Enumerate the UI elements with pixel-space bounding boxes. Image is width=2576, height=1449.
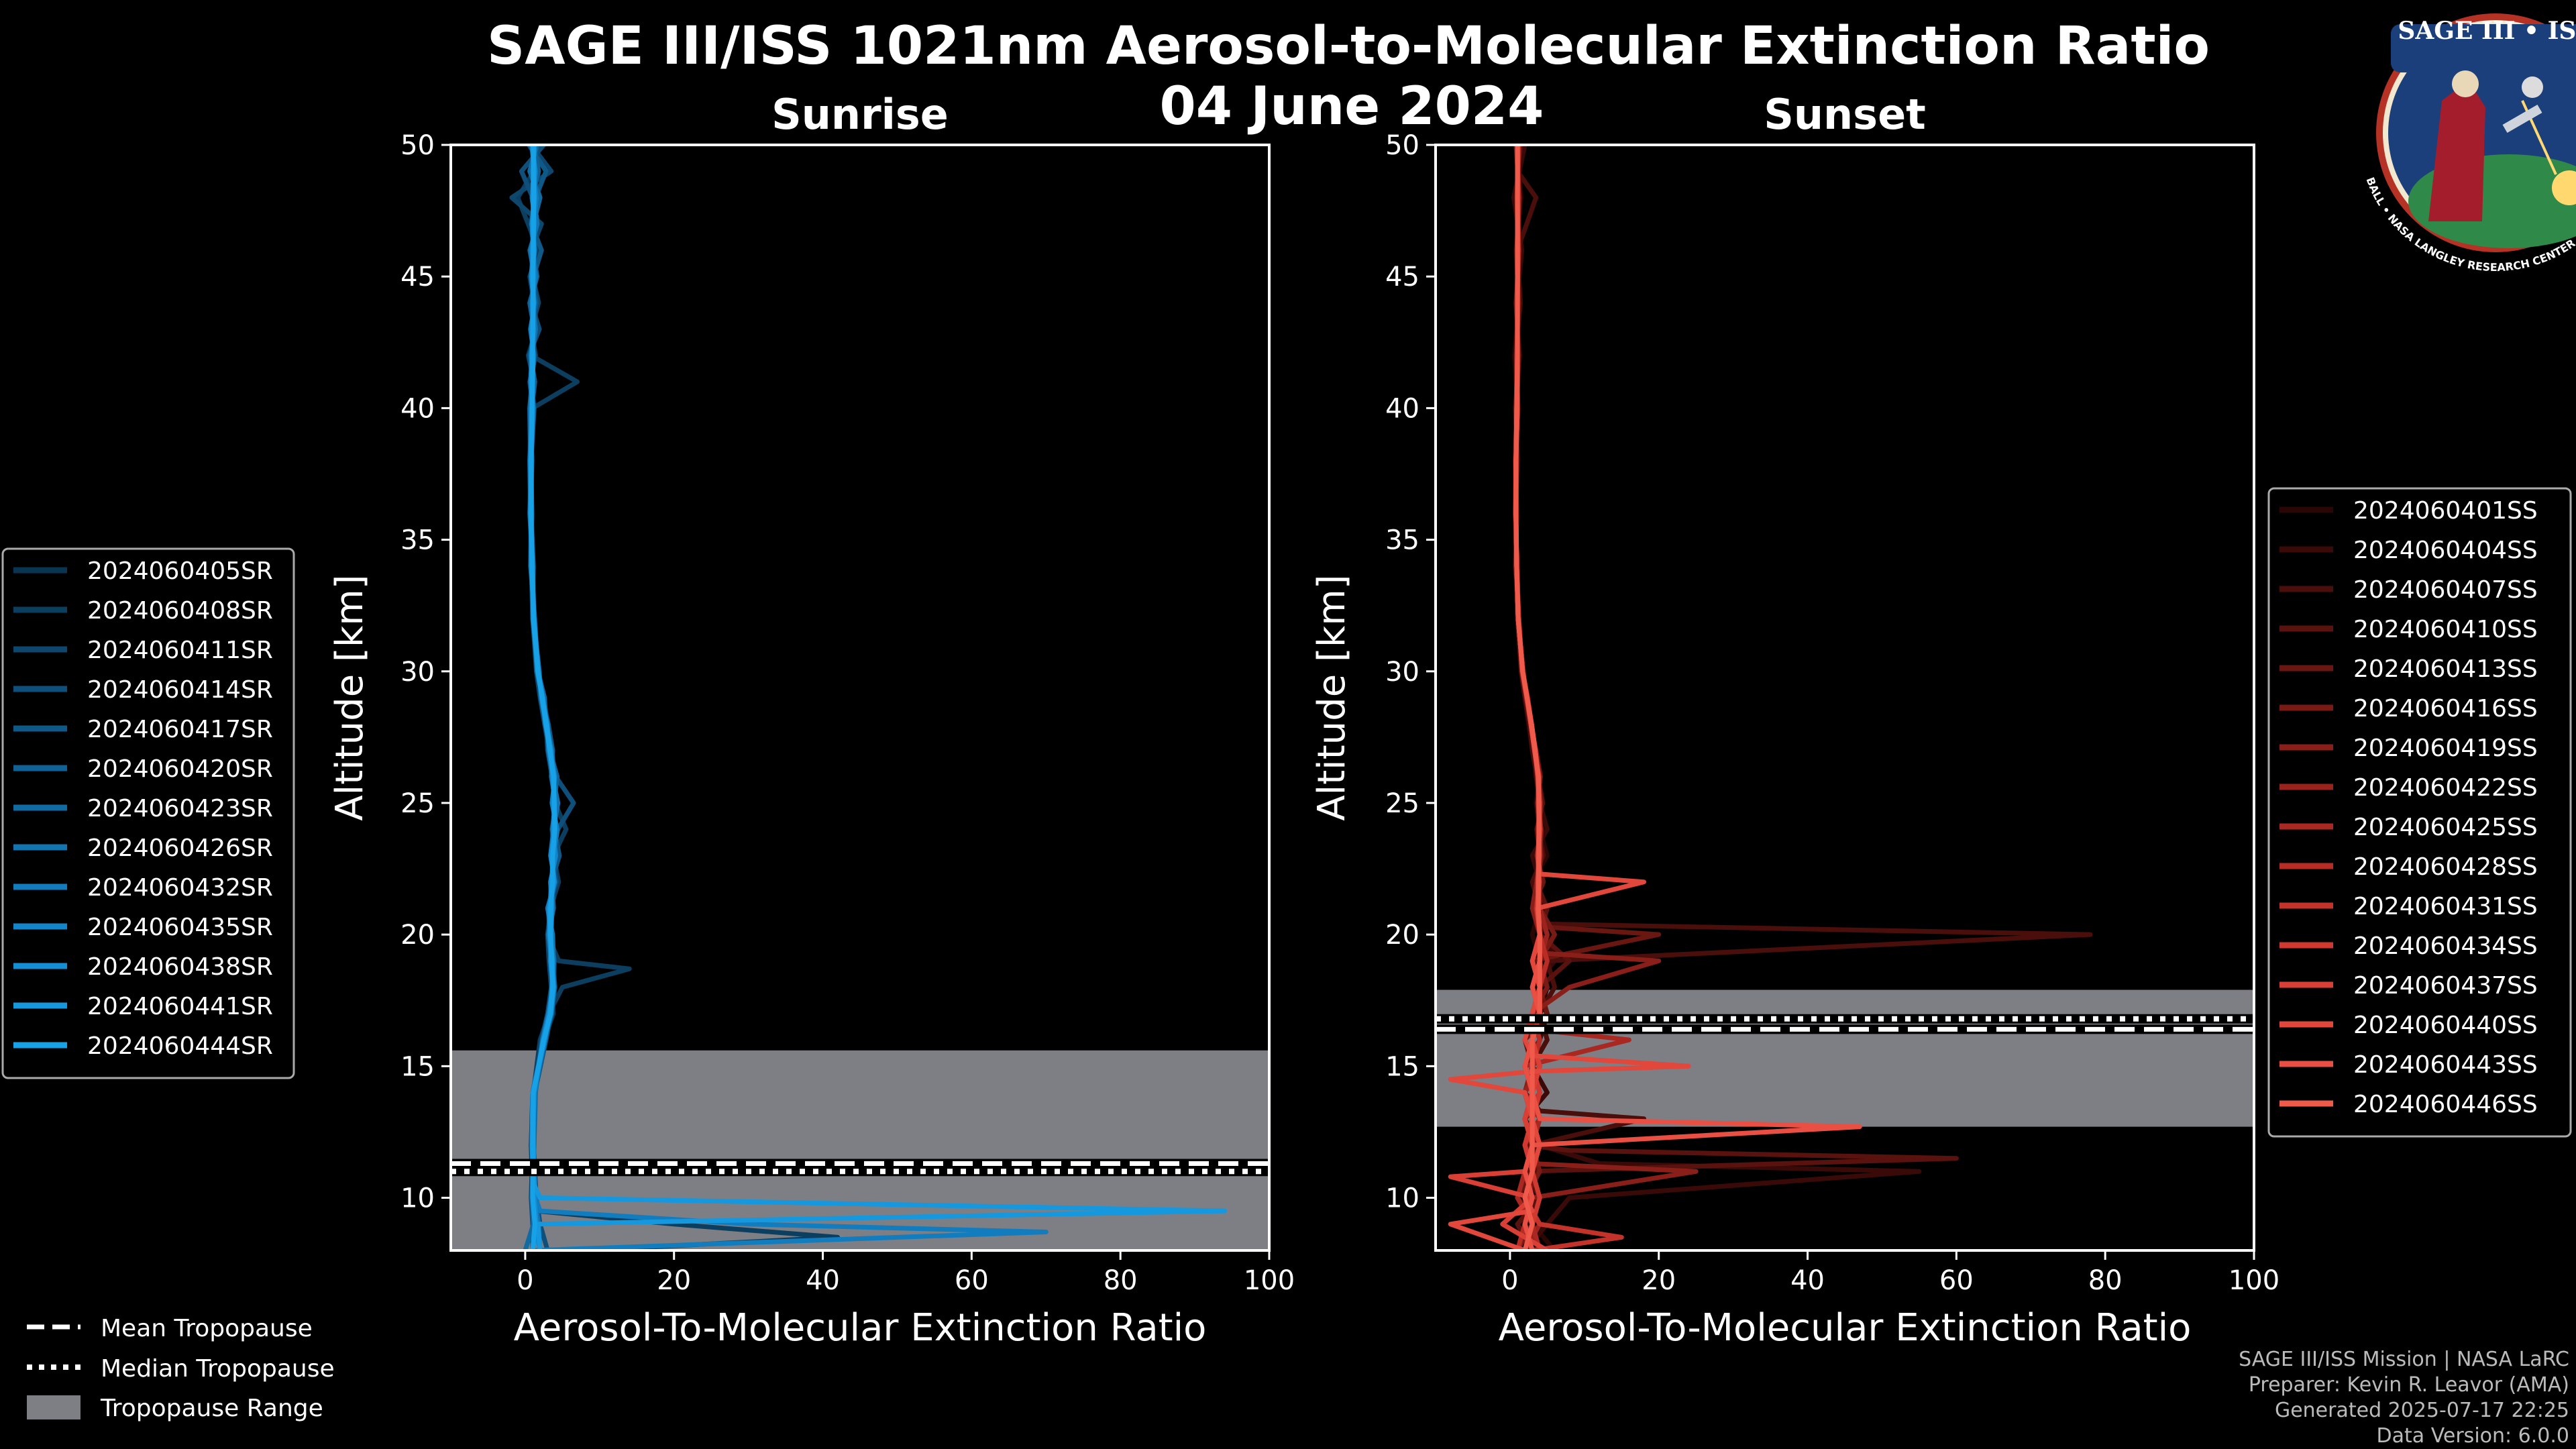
sunset-xtick-label: 100: [2229, 1265, 2279, 1296]
median-tropopause-label: Median Tropopause: [101, 1355, 335, 1383]
mean-tropopause-label: Mean Tropopause: [101, 1315, 313, 1342]
series-2024060444SR: [529, 145, 557, 1250]
logo-figure: [2428, 80, 2485, 221]
sunrise-legend: 2024060405SR 2024060408SR 2024060411SR 2024…: [1, 547, 295, 1079]
sunset-ytick-label: 25: [1385, 788, 1419, 819]
sunrise-xtick-label: 0: [517, 1265, 533, 1296]
legend-label-2024060446SS: 2024060446SS: [2353, 1091, 2538, 1118]
figure-date: 04 June 2024: [1160, 76, 1544, 137]
sunset-xtick-label: 0: [1501, 1265, 1518, 1296]
sunrise-xtick-label: 40: [806, 1265, 840, 1296]
logo-moon: [2522, 76, 2543, 98]
legend-label-2024060414SR: 2024060414SR: [87, 676, 273, 704]
sunset-xtick-label: 40: [1790, 1265, 1825, 1296]
legend-label-2024060438SR: 2024060438SR: [87, 953, 273, 981]
legend-label-2024060407SS: 2024060407SS: [2353, 576, 2538, 604]
sunrise-xtick-label: 80: [1104, 1265, 1138, 1296]
sunrise-panel: Sunrise 0 20 40 60 80 100 10 15 20 25 30 35 40 45 50 Aer…: [328, 90, 1295, 1350]
legend-label-2024060425SS: 2024060425SS: [2353, 814, 2538, 841]
sunrise-ytick-label: 40: [400, 393, 435, 424]
sunrise-x-axis-label: Aerosol-To-Molecular Extinction Ratio: [514, 1306, 1207, 1350]
credits: SAGE III/ISS Mission | NASA LaRC Prepare…: [2239, 1348, 2569, 1448]
legend-label-2024060437SS: 2024060437SS: [2353, 972, 2538, 1000]
sunset-ytick-label: 40: [1385, 393, 1419, 424]
legend-label-2024060419SS: 2024060419SS: [2353, 735, 2538, 762]
sunset-xtick-label: 60: [1939, 1265, 1974, 1296]
tropopause-range-label: Tropopause Range: [100, 1395, 323, 1422]
sunset-x-axis-label: Aerosol-To-Molecular Extinction Ratio: [1499, 1306, 2192, 1350]
legend-label-2024060434SS: 2024060434SS: [2353, 932, 2538, 960]
sunrise-y-axis-label: Altitude [km]: [328, 574, 372, 820]
sunset-axes-frame: [1434, 144, 2255, 1252]
legend-label-2024060431SS: 2024060431SS: [2353, 893, 2538, 920]
legend-label-2024060416SS: 2024060416SS: [2353, 695, 2538, 722]
sunrise-xtick-label: 60: [955, 1265, 989, 1296]
legend-label-2024060410SS: 2024060410SS: [2353, 616, 2538, 643]
sunrise-ytick-label: 50: [400, 130, 435, 161]
legend-label-2024060405SR: 2024060405SR: [87, 557, 273, 585]
legend-label-2024060441SR: 2024060441SR: [87, 993, 273, 1020]
sunset-series-group: [1448, 145, 2093, 1250]
sunset-ytick-label: 15: [1385, 1051, 1419, 1082]
legend-label-2024060440SS: 2024060440SS: [2353, 1012, 2538, 1039]
credit-preparer: Preparer: Kevin R. Leavor (AMA): [2249, 1373, 2569, 1397]
sage-iii-iss-logo: SAGE III • ISS BALL • NASA LANGLEY RESEA…: [2363, 13, 2576, 274]
legend-label-2024060401SS: 2024060401SS: [2353, 497, 2538, 525]
sunset-legend-box: [2267, 487, 2572, 1138]
sunrise-legend-box: [1, 547, 295, 1079]
sunrise-axes-frame: [449, 144, 1271, 1252]
legend-label-2024060435SR: 2024060435SR: [87, 914, 273, 941]
credit-generated: Generated 2025-07-17 22:25: [2275, 1399, 2569, 1422]
logo-title-text: SAGE III • ISS: [2398, 17, 2576, 45]
sunrise-ytick-label: 35: [400, 525, 435, 556]
credit-mission: SAGE III/ISS Mission | NASA LaRC: [2239, 1348, 2569, 1371]
legend-label-2024060423SR: 2024060423SR: [87, 795, 273, 822]
sunset-ytick-label: 10: [1385, 1183, 1419, 1214]
sunset-ytick-label: 30: [1385, 657, 1419, 688]
logo-sun: [2552, 170, 2576, 205]
sunrise-ytick-label: 10: [400, 1183, 435, 1214]
sunrise-panel-title: Sunrise: [771, 90, 949, 139]
sunset-panel-title: Sunset: [1764, 90, 1926, 139]
series-2024060446SS: [1513, 145, 1542, 1250]
sunrise-ytick-label: 15: [400, 1051, 435, 1082]
sunset-ytick-label: 20: [1385, 920, 1419, 951]
logo-iss: [2502, 104, 2542, 133]
legend-label-2024060432SR: 2024060432SR: [87, 874, 273, 902]
legend-label-2024060417SR: 2024060417SR: [87, 716, 273, 743]
tropopause-range-swatch: [27, 1395, 80, 1419]
sunset-xtick-label: 20: [1642, 1265, 1676, 1296]
legend-label-2024060411SR: 2024060411SR: [87, 637, 273, 664]
legend-label-2024060408SR: 2024060408SR: [87, 597, 273, 625]
figure-title: SAGE III/ISS 1021nm Aerosol-to-Molecular…: [487, 16, 2210, 76]
legend-label-2024060420SR: 2024060420SR: [87, 755, 273, 783]
sunset-ytick-label: 35: [1385, 525, 1419, 556]
tropopause-legend: Mean Tropopause Median Tropopause Tropop…: [27, 1315, 335, 1422]
sunrise-tropopause-range: [451, 1050, 1269, 1250]
sunrise-xtick-label: 100: [1244, 1265, 1295, 1296]
credit-version: Data Version: 6.0.0: [2377, 1424, 2569, 1448]
sunset-ytick-label: 50: [1385, 130, 1419, 161]
sunrise-ytick-label: 25: [400, 788, 435, 819]
legend-label-2024060428SS: 2024060428SS: [2353, 853, 2538, 881]
legend-label-2024060444SR: 2024060444SR: [87, 1032, 273, 1060]
sunrise-ytick-label: 20: [400, 920, 435, 951]
sunrise-ytick-label: 45: [400, 262, 435, 292]
sunrise-xtick-label: 20: [657, 1265, 691, 1296]
sunset-ytick-label: 45: [1385, 262, 1419, 292]
sunset-y-axis-label: Altitude [km]: [1310, 574, 1354, 820]
sunset-legend: 2024060401SS 2024060404SS 2024060407SS 2024…: [2267, 487, 2572, 1138]
legend-label-2024060426SR: 2024060426SR: [87, 835, 273, 862]
legend-label-2024060413SS: 2024060413SS: [2353, 655, 2538, 683]
sunrise-series-group: [509, 145, 1227, 1250]
legend-label-2024060404SS: 2024060404SS: [2353, 537, 2538, 564]
sunrise-ytick-label: 30: [400, 657, 435, 688]
legend-label-2024060443SS: 2024060443SS: [2353, 1051, 2538, 1079]
legend-label-2024060422SS: 2024060422SS: [2353, 774, 2538, 802]
sunset-xtick-label: 80: [2088, 1265, 2123, 1296]
sunset-panel: Sunset 0 20 40 60 80 100 10 15 20 25 30 35 40 45 50 Aero…: [1310, 90, 2279, 1350]
